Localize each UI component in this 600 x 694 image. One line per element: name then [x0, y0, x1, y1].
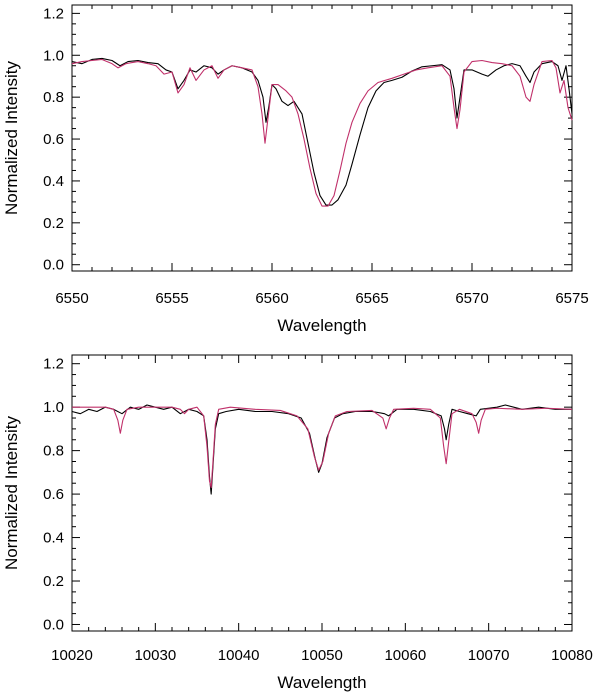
top-ticks — [71, 5, 573, 271]
bottom-x-tick-label: 10070 — [468, 647, 510, 664]
bottom-y-tick-label: 0.6 — [43, 486, 64, 503]
bottom-x-tick-label: 10080 — [551, 647, 593, 664]
bottom-y-tick-label: 1.0 — [43, 399, 64, 416]
top-x-tick-label: 6550 — [55, 290, 88, 307]
bottom-y-tick-label: 0.0 — [43, 616, 64, 633]
bottom-x-axis-label: Wavelength — [277, 673, 366, 692]
top-x-tick-label: 6575 — [555, 290, 588, 307]
top-x-tick-label: 6560 — [255, 290, 288, 307]
top-model-spectrum-line — [71, 58, 573, 207]
top-y-tick-label: 0.6 — [43, 131, 64, 148]
top-observed-spectrum-line — [71, 57, 573, 206]
bottom-x-tick-label: 10050 — [301, 647, 343, 664]
top-y-tick-label: 0.4 — [43, 173, 64, 190]
top-x-axis-label: Wavelength — [277, 316, 366, 335]
top-y-tick-labels: 0.0 0.2 0.4 0.6 0.8 1.0 1.2 — [43, 5, 64, 273]
top-y-tick-label: 0.2 — [43, 215, 64, 232]
bottom-series — [71, 404, 573, 495]
top-plot-frame — [71, 4, 573, 272]
top-x-tick-label: 6570 — [455, 290, 488, 307]
top-y-tick-label: 1.0 — [43, 47, 64, 64]
top-y-axis-label: Normalized Intensity — [2, 61, 21, 216]
bottom-x-tick-label: 10040 — [218, 647, 260, 664]
bottom-y-tick-label: 0.8 — [43, 443, 64, 460]
bottom-panel: 10020 10030 10040 10050 10060 10070 10080 0.00… — [2, 354, 593, 692]
bottom-model-spectrum-line — [72, 406, 573, 489]
top-x-tick-labels: 6550 6555 6560 6565 6570 6575 — [55, 290, 588, 307]
top-series — [71, 57, 573, 207]
bottom-y-axis-label: Normalized Intensity — [2, 416, 21, 571]
bottom-y-tick-labels: 0.0 0.2 0.4 0.6 0.8 1.0 1.2 — [43, 356, 64, 634]
bottom-x-tick-labels: 10020 10030 10040 10050 10060 10070 10080 — [51, 647, 593, 664]
top-panel: 6550 6555 6560 6565 6570 6575 0.0 0.2 0.4 0.6 0.8… — [2, 4, 589, 335]
bottom-y-tick-label: 0.4 — [43, 530, 64, 547]
top-y-tick-label: 0.8 — [43, 89, 64, 106]
bottom-ticks — [71, 355, 573, 631]
top-x-tick-label: 6565 — [355, 290, 388, 307]
bottom-y-tick-label: 1.2 — [43, 356, 64, 373]
bottom-plot-frame — [71, 354, 573, 632]
bottom-x-tick-label: 10030 — [134, 647, 176, 664]
top-x-tick-label: 6555 — [155, 290, 188, 307]
bottom-observed-spectrum-line — [71, 404, 572, 495]
bottom-x-tick-label: 10020 — [51, 647, 93, 664]
top-y-tick-label: 0.0 — [43, 257, 64, 274]
top-y-tick-label: 1.2 — [43, 5, 64, 22]
bottom-y-tick-label: 0.2 — [43, 573, 64, 590]
bottom-x-tick-label: 10060 — [384, 647, 426, 664]
